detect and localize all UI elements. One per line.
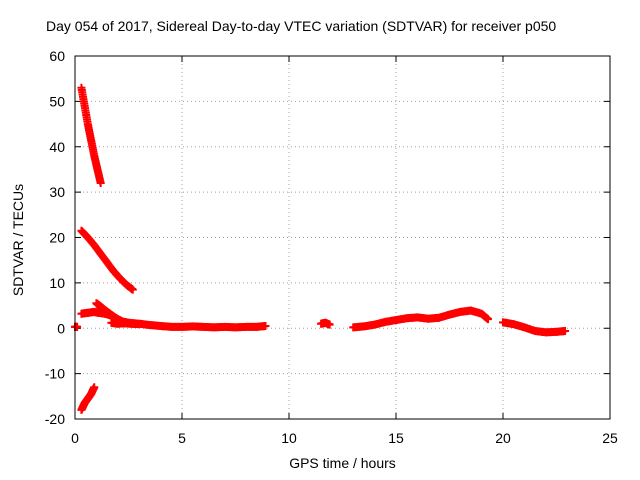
data-point <box>261 321 270 330</box>
y-tick-label: 30 <box>49 184 65 200</box>
y-tick-label: -10 <box>45 366 65 382</box>
y-tick-label: 20 <box>49 230 65 246</box>
data-point <box>325 320 334 329</box>
data-series-seg-i <box>349 306 493 332</box>
y-tick-label: 50 <box>49 93 65 109</box>
y-tick-label: -20 <box>45 411 65 427</box>
data-point <box>484 315 493 324</box>
data-point <box>90 383 99 392</box>
data-series-seg-d <box>71 322 82 331</box>
data-series-seg-g <box>107 318 144 329</box>
data-series-seg-b <box>77 226 137 294</box>
x-tick-label: 25 <box>602 430 618 446</box>
data-series-seg-c <box>77 383 99 414</box>
y-tick-label: 0 <box>57 320 65 336</box>
x-tick-label: 15 <box>388 430 404 446</box>
y-tick-label: 40 <box>49 139 65 155</box>
x-tick-label: 10 <box>281 430 297 446</box>
chart-title: Day 054 of 2017, Sidereal Day-to-day VTE… <box>46 18 557 34</box>
data-series-seg-h <box>317 318 334 329</box>
x-tick-label: 5 <box>178 430 186 446</box>
y-tick-label: 60 <box>49 48 65 64</box>
data-point <box>135 320 144 329</box>
x-axis-label: GPS time / hours <box>289 455 396 471</box>
data-series-seg-a <box>77 83 105 188</box>
x-tick-label: 20 <box>495 430 511 446</box>
data-point <box>96 179 105 188</box>
data-point <box>128 285 137 294</box>
y-tick-label: 10 <box>49 275 65 291</box>
data-series-seg-j <box>499 318 570 337</box>
data-point <box>561 326 570 335</box>
plot-frame <box>74 55 611 420</box>
x-tick-label: 0 <box>71 430 79 446</box>
data-point <box>73 322 82 331</box>
